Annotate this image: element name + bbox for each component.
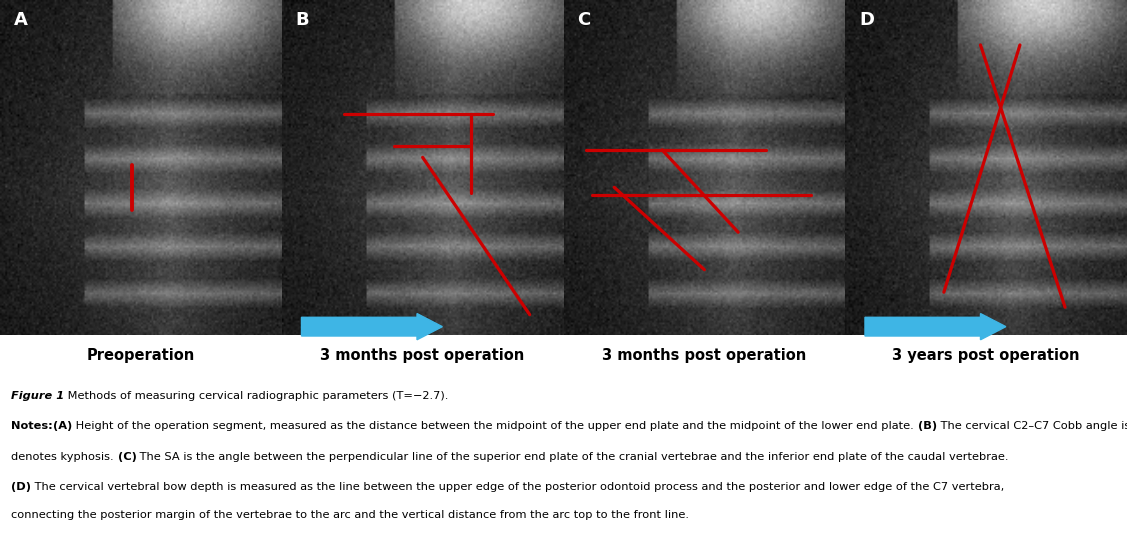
Text: 3 months post operation: 3 months post operation bbox=[320, 348, 525, 363]
Bar bbox=[282, 335, 564, 375]
Text: A: A bbox=[14, 11, 28, 29]
Text: (C): (C) bbox=[117, 452, 136, 462]
Text: The SA is the angle between the perpendicular line of the superior end plate of : The SA is the angle between the perpendi… bbox=[136, 452, 1009, 462]
Bar bbox=[845, 335, 1127, 375]
Text: D: D bbox=[859, 11, 875, 29]
Text: (D): (D) bbox=[11, 482, 32, 492]
Text: The cervical C2–C7 Cobb angle is the angle between the perpendicular line of the: The cervical C2–C7 Cobb angle is the ang… bbox=[937, 420, 1127, 431]
Bar bbox=[564, 335, 845, 375]
Text: (A): (A) bbox=[53, 420, 72, 431]
Text: 3 years post operation: 3 years post operation bbox=[893, 348, 1080, 363]
Text: Figure 1: Figure 1 bbox=[11, 391, 64, 401]
FancyArrow shape bbox=[302, 314, 442, 340]
Bar bbox=[0, 335, 282, 375]
Text: The cervical vertebral bow depth is measured as the line between the upper edge : The cervical vertebral bow depth is meas… bbox=[32, 482, 1004, 492]
Text: denotes kyphosis.: denotes kyphosis. bbox=[11, 452, 117, 462]
Text: Methods of measuring cervical radiographic parameters (T=−2.7).: Methods of measuring cervical radiograph… bbox=[64, 391, 449, 401]
Text: Height of the operation segment, measured as the distance between the midpoint o: Height of the operation segment, measure… bbox=[72, 420, 917, 431]
Text: connecting the posterior margin of the vertebrae to the arc and the vertical dis: connecting the posterior margin of the v… bbox=[11, 510, 690, 520]
Text: C: C bbox=[577, 11, 591, 29]
FancyArrow shape bbox=[866, 314, 1006, 340]
Text: (B): (B) bbox=[917, 420, 937, 431]
Text: B: B bbox=[295, 11, 310, 29]
Text: Notes:: Notes: bbox=[11, 420, 53, 431]
Text: Preoperation: Preoperation bbox=[87, 348, 195, 363]
Text: 3 months post operation: 3 months post operation bbox=[602, 348, 807, 363]
